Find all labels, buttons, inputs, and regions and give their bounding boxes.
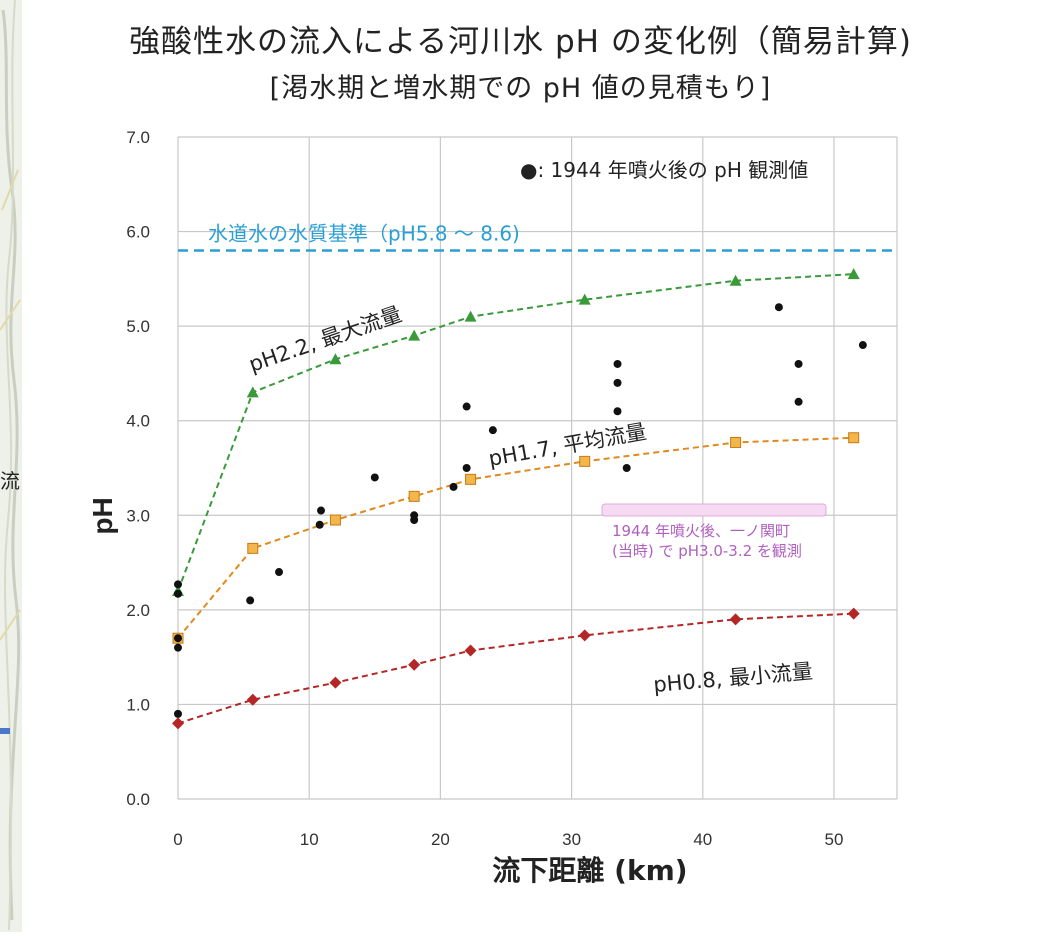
data-point bbox=[317, 506, 326, 515]
data-point bbox=[613, 407, 622, 416]
data-point bbox=[465, 473, 477, 485]
data-point bbox=[613, 359, 622, 368]
data-point bbox=[410, 516, 419, 525]
data-point bbox=[462, 464, 471, 472]
data-point bbox=[730, 436, 742, 448]
data-point bbox=[246, 386, 259, 398]
data-point bbox=[774, 303, 783, 312]
series-line bbox=[177, 436, 854, 639]
data-point bbox=[729, 274, 742, 286]
series-label: pH2.2, 最大流量 bbox=[246, 302, 405, 377]
x-tick-label: 20 bbox=[431, 830, 450, 849]
axes: pH 流下距離 (km) 0.0 1.0 2.0 3.0 4.0 5.0 6.0 7.0 0 10… bbox=[87, 128, 843, 887]
y-tick-label: 5.0 bbox=[126, 317, 150, 336]
data-point bbox=[275, 568, 284, 577]
data-point bbox=[449, 482, 458, 491]
data-point bbox=[847, 268, 860, 280]
data-point bbox=[462, 402, 471, 411]
note-line: 1944 年噴火後、一ノ関町 bbox=[612, 522, 790, 540]
data-point bbox=[613, 378, 622, 387]
y-tick-label: 3.0 bbox=[126, 506, 150, 525]
data-point bbox=[370, 473, 379, 482]
data-point bbox=[488, 426, 497, 435]
data-point bbox=[848, 432, 860, 444]
data-point bbox=[174, 643, 182, 652]
series-line bbox=[177, 273, 854, 592]
legend-observed: ●: 1944 年噴火後の pH 観測値 bbox=[520, 158, 808, 182]
data-point bbox=[329, 353, 342, 365]
x-tick-label: 50 bbox=[825, 830, 844, 849]
chart-title: 強酸性水の流入による河川水 pH の変化例（簡易計算) bbox=[129, 24, 912, 60]
y-tick-label: 0.0 bbox=[126, 790, 150, 809]
x-axis-title: 流下距離 (km) bbox=[492, 854, 687, 887]
y-tick-label: 2.0 bbox=[126, 601, 150, 620]
data-point bbox=[464, 644, 477, 657]
chart-subtitle: [渇水期と増水期での pH 値の見積もり] bbox=[269, 73, 772, 104]
series-2: pH0.8, 最小流量 bbox=[172, 607, 860, 730]
reference-line-label: 水道水の水質基準（pH5.8 ～ 8.6) bbox=[208, 221, 520, 245]
data-point bbox=[246, 596, 255, 605]
data-point bbox=[315, 520, 324, 529]
data-point bbox=[622, 464, 631, 472]
y-tick-label: 7.0 bbox=[126, 128, 150, 147]
x-tick-label: 40 bbox=[693, 830, 712, 849]
y-axis-title: pH bbox=[87, 497, 118, 534]
data-point bbox=[858, 341, 867, 350]
annotations: ●: 1944 年噴火後の pH 観測値 1944 年噴火後、一ノ関町 (当時) で… bbox=[520, 158, 827, 560]
series-line bbox=[177, 612, 854, 725]
y-tick-label: 6.0 bbox=[126, 223, 150, 242]
series-3 bbox=[174, 303, 867, 718]
note-line: (当時) で pH3.0-3.2 を観測 bbox=[612, 542, 802, 560]
data-point bbox=[247, 542, 259, 554]
x-tick-label: 0 bbox=[173, 830, 182, 849]
water-quality-standard: 水道水の水質基準（pH5.8 ～ 8.6) bbox=[178, 221, 897, 252]
data-point bbox=[172, 717, 184, 730]
data-point bbox=[729, 613, 742, 626]
data-point bbox=[464, 310, 477, 322]
data-point bbox=[174, 634, 182, 643]
y-tick-label: 1.0 bbox=[126, 695, 150, 714]
data-point bbox=[847, 607, 860, 620]
data-point bbox=[794, 359, 803, 368]
data-point bbox=[174, 580, 182, 589]
data-point bbox=[174, 589, 182, 598]
series-label: pH0.8, 最小流量 bbox=[652, 659, 813, 697]
data-point bbox=[329, 676, 342, 689]
data-point bbox=[408, 329, 421, 341]
data-point bbox=[246, 693, 259, 706]
data-point bbox=[408, 658, 421, 671]
data-point bbox=[579, 455, 591, 467]
map-edge-label: 流 bbox=[0, 469, 20, 493]
y-tick-label: 4.0 bbox=[126, 412, 150, 431]
note-highlight bbox=[601, 503, 827, 517]
map-edge-image bbox=[0, 0, 22, 932]
data-point bbox=[578, 293, 591, 305]
data-point bbox=[174, 709, 182, 718]
data-point bbox=[578, 629, 591, 642]
x-tick-label: 10 bbox=[300, 830, 319, 849]
data-point bbox=[794, 397, 803, 406]
data-point bbox=[408, 490, 420, 502]
x-tick-label: 30 bbox=[562, 830, 581, 849]
data-point bbox=[329, 514, 341, 526]
